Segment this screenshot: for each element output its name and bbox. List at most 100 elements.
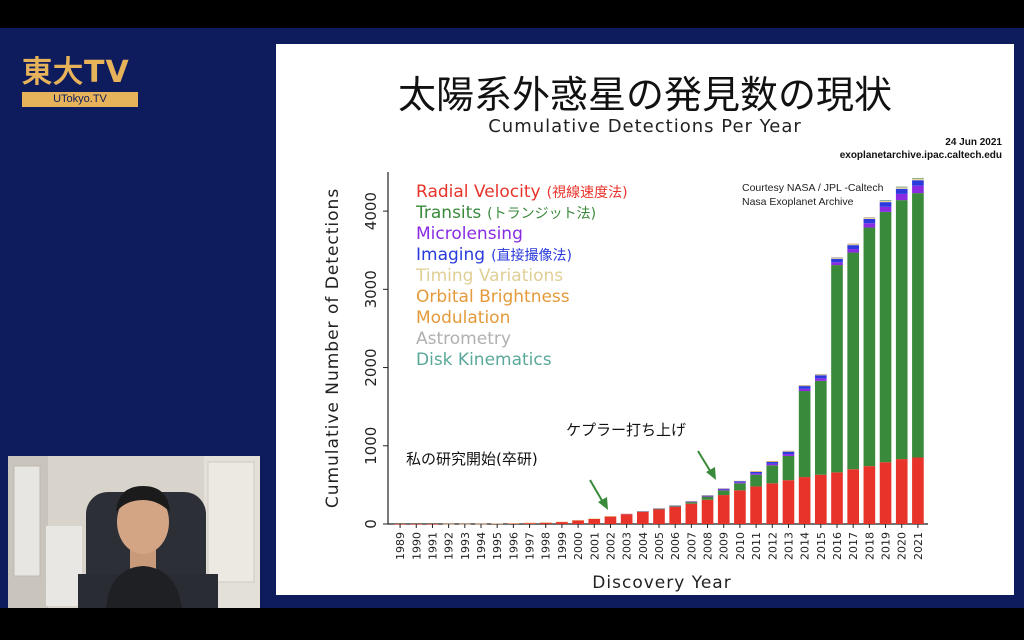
bar-2001-radial-velocity xyxy=(588,518,601,524)
bar-2018-microlensing xyxy=(863,223,876,228)
x-tick-label: 2013 xyxy=(782,532,795,560)
bar-2000-timing-variations xyxy=(572,519,584,521)
bar-2005-timing-variations xyxy=(653,508,665,509)
x-tick-label: 2015 xyxy=(815,532,828,560)
legend-rv-en: Radial Velocity xyxy=(416,182,541,202)
bar-2016-transits xyxy=(831,265,843,473)
bar-2009-imaging xyxy=(717,488,730,490)
bar-2002-radial-velocity xyxy=(604,516,617,524)
bar-2014-imaging xyxy=(798,386,811,389)
channel-logo: 東大TV UTokyo.TV xyxy=(22,56,144,107)
bar-2017-timing-variations xyxy=(847,244,860,246)
bar-2018-transits xyxy=(863,227,876,467)
bar-1994-timing-variations xyxy=(475,523,487,525)
x-tick-label: 1992 xyxy=(443,532,456,560)
x-tick-label: 1998 xyxy=(540,532,553,560)
bar-2020-transits xyxy=(895,200,908,460)
bar-2010-timing-variations xyxy=(734,480,746,482)
bar-2021-transits xyxy=(912,193,924,458)
x-tick-label: 2005 xyxy=(653,532,666,560)
bar-2014-radial-velocity xyxy=(798,477,811,524)
bar-2010-microlensing xyxy=(734,482,746,484)
bar-2014-microlensing xyxy=(798,388,811,392)
bar-2017-astrometry xyxy=(847,243,860,245)
x-tick-label: 2003 xyxy=(621,532,634,560)
legend-transits-jp: (トランジット法) xyxy=(487,206,596,222)
bar-2017-imaging xyxy=(847,245,860,250)
y-tick-label: 1000 xyxy=(362,427,380,465)
bar-2017-transits xyxy=(847,252,860,470)
bar-2016-imaging xyxy=(831,258,843,263)
bar-2005-radial-velocity xyxy=(653,509,665,524)
x-tick-label: 2000 xyxy=(572,532,585,560)
bar-2011-radial-velocity xyxy=(750,486,762,524)
annotation-research-start: 私の研究開始(卒研) xyxy=(406,450,538,468)
x-tick-label: 2019 xyxy=(880,532,893,560)
bar-2016-timing-variations xyxy=(831,257,843,259)
bar-2011-microlensing xyxy=(750,473,762,475)
x-tick-label: 1991 xyxy=(426,532,439,560)
bar-2006-transits xyxy=(669,506,682,507)
bar-2003-radial-velocity xyxy=(620,513,633,524)
data-stamp: 24 Jun 2021 exoplanetarchive.ipac.caltec… xyxy=(840,136,1002,162)
bar-2013-imaging xyxy=(782,451,795,455)
bar-2013-microlensing xyxy=(782,454,795,456)
bar-2020-imaging xyxy=(895,188,908,194)
data-date: 24 Jun 2021 xyxy=(945,137,1002,148)
x-tick-label: 1997 xyxy=(524,532,537,560)
x-tick-label: 1995 xyxy=(491,532,504,560)
credit-line-1: Courtesy NASA / JPL -Caltech xyxy=(742,182,884,194)
bar-2017-microlensing xyxy=(847,249,860,253)
bar-2019-imaging xyxy=(879,202,892,207)
bar-2016-microlensing xyxy=(831,262,843,266)
x-tick-label: 1996 xyxy=(507,532,520,560)
bar-2010-radial-velocity xyxy=(734,490,746,524)
logo-main-text: 東大TV xyxy=(22,55,130,90)
x-axis-label: Discovery Year xyxy=(592,573,731,593)
bar-2013-transits xyxy=(782,455,795,481)
legend-radial-velocity: Radial Velocity (視線速度法) xyxy=(416,182,628,202)
bar-2007-radial-velocity xyxy=(685,503,698,524)
y-tick-label: 3000 xyxy=(362,270,380,308)
legend-imaging-en: Imaging xyxy=(416,245,485,265)
x-tick-label: 1993 xyxy=(459,532,472,560)
x-tick-label: 1990 xyxy=(410,532,423,560)
data-source: exoplanetarchive.ipac.caltech.edu xyxy=(839,150,1002,161)
x-tick-label: 2011 xyxy=(750,532,763,560)
bar-2018-astrometry xyxy=(863,217,876,218)
bar-2007-timing-variations xyxy=(685,500,698,502)
bar-2020-radial-velocity xyxy=(895,459,908,524)
bar-2015-microlensing xyxy=(814,378,827,381)
x-tick-label: 2017 xyxy=(847,532,860,560)
bar-2012-microlensing xyxy=(766,463,779,466)
bar-2016-radial-velocity xyxy=(831,472,843,524)
legend-rv-jp: (視線速度法) xyxy=(547,185,628,201)
x-tick-label: 2016 xyxy=(831,532,844,560)
logo-sub-text: UTokyo.TV xyxy=(22,92,138,107)
bar-1996-timing-variations xyxy=(507,523,520,524)
legend-imaging: Imaging (直接撮像法) xyxy=(416,245,572,265)
y-tick-label: 2000 xyxy=(362,348,380,386)
slide-title: 太陽系外惑星の発見数の現状 xyxy=(397,73,892,117)
bar-2001-timing-variations xyxy=(588,518,601,519)
bar-1997-radial-velocity xyxy=(523,522,536,524)
bar-1995-timing-variations xyxy=(491,523,504,525)
bar-2012-transits xyxy=(766,465,779,484)
x-tick-label: 2006 xyxy=(669,532,682,560)
bar-2013-astrometry xyxy=(782,450,795,452)
legend-disk: Disk Kinematics xyxy=(416,350,552,370)
bar-2015-transits xyxy=(814,380,827,475)
bar-2014-timing-variations xyxy=(798,385,811,387)
legend-imaging-jp: (直接撮像法) xyxy=(491,247,572,264)
bar-2007-transits xyxy=(685,502,698,504)
bar-2018-imaging xyxy=(863,218,876,224)
x-tick-label: 2012 xyxy=(766,532,779,560)
bar-2013-radial-velocity xyxy=(782,480,795,524)
bar-2006-radial-velocity xyxy=(669,506,682,524)
x-tick-label: 2014 xyxy=(799,532,812,560)
legend: Radial Velocity (視線速度法) Transits (トランジット法)… xyxy=(415,182,628,370)
bar-2009-microlensing xyxy=(717,489,730,491)
bar-2011-imaging xyxy=(750,471,762,474)
bar-2010-transits xyxy=(734,483,746,491)
